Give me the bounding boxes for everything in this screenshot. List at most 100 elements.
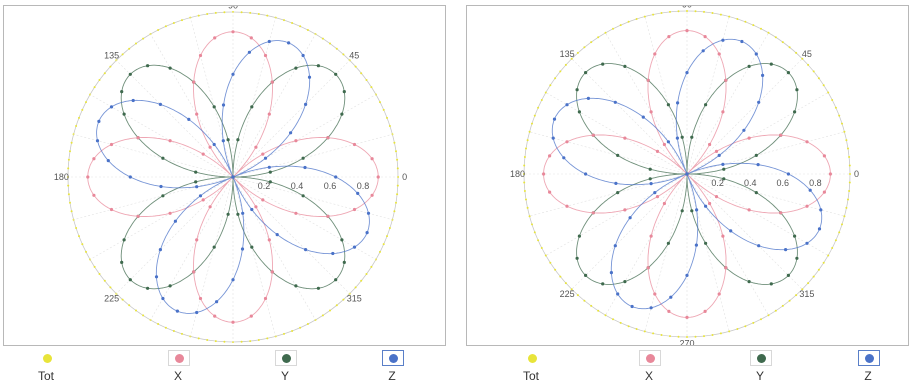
y-data-point bbox=[666, 103, 670, 107]
x-data-point bbox=[195, 238, 199, 242]
z-data-point bbox=[304, 102, 308, 106]
legend-swatch-tot bbox=[36, 350, 58, 366]
tot-point bbox=[627, 325, 630, 328]
tot-point bbox=[838, 114, 841, 117]
legend-left: Tot X Y Z bbox=[0, 347, 450, 389]
tot-point bbox=[526, 206, 529, 209]
z-data-point bbox=[240, 247, 245, 251]
tot-point bbox=[767, 314, 770, 317]
polar-plot-panel-left: 90 45 135 0 180 225 315 270 0.2 0.4 0.6 0.8 Tot X Y… bbox=[0, 0, 450, 389]
tot-point bbox=[807, 282, 810, 285]
y-data-point bbox=[340, 112, 344, 116]
tot-point bbox=[172, 22, 175, 24]
y-data-point bbox=[680, 135, 684, 139]
y-data-point bbox=[648, 167, 652, 171]
tot-point bbox=[523, 190, 526, 192]
tot-point bbox=[590, 41, 593, 44]
tot-point bbox=[760, 318, 762, 321]
series-z bbox=[95, 39, 371, 315]
x-color-dot bbox=[175, 354, 184, 363]
tot-point bbox=[781, 304, 784, 307]
z-data-point bbox=[175, 309, 179, 313]
z-data-point bbox=[695, 208, 699, 212]
z-data-point bbox=[173, 219, 177, 223]
tot-point bbox=[736, 18, 739, 20]
x-data-point bbox=[591, 211, 595, 215]
tot-point bbox=[559, 275, 562, 278]
angular-gridline bbox=[529, 173, 688, 217]
x-data-point bbox=[195, 112, 199, 116]
legend-item-tot[interactable]: Tot bbox=[16, 347, 76, 389]
x-data-point bbox=[352, 142, 357, 147]
y-data-point bbox=[122, 112, 126, 116]
x-data-point bbox=[136, 214, 140, 218]
x-data-point bbox=[655, 149, 660, 153]
tot-point bbox=[523, 164, 526, 167]
legend-item-x[interactable]: X bbox=[619, 347, 679, 389]
z-data-point bbox=[609, 271, 613, 275]
tot-color-dot bbox=[43, 354, 52, 363]
x-data-point bbox=[192, 80, 196, 84]
radial-tick-label: 0.2 bbox=[711, 178, 724, 188]
x-data-point bbox=[86, 175, 90, 179]
legend-item-z[interactable]: Z bbox=[838, 347, 898, 389]
tot-point bbox=[365, 273, 368, 275]
z-data-point bbox=[158, 248, 162, 252]
legend-item-tot[interactable]: Tot bbox=[501, 347, 561, 389]
y-data-point bbox=[340, 238, 344, 242]
tot-point bbox=[67, 193, 70, 196]
angle-label-0: 0 bbox=[402, 172, 407, 182]
y-data-point bbox=[146, 286, 150, 290]
tot-point bbox=[291, 22, 294, 24]
x-data-point bbox=[565, 140, 569, 144]
legend-item-x[interactable]: X bbox=[148, 347, 208, 389]
tot-point bbox=[612, 27, 614, 30]
legend-swatch-z bbox=[858, 350, 880, 366]
tot-point bbox=[335, 47, 338, 50]
legend-item-z[interactable]: Z bbox=[362, 347, 422, 389]
tot-point bbox=[817, 268, 820, 271]
angle-label-135: 135 bbox=[104, 51, 119, 61]
y-data-point bbox=[250, 105, 254, 109]
tot-point bbox=[817, 77, 820, 80]
angle-label-45: 45 bbox=[349, 51, 359, 61]
polar-chart-right[interactable]: 90 45 135 0 180 225 315 270 0.2 0.4 0.6 0.8 bbox=[467, 6, 908, 345]
y-data-point bbox=[769, 62, 773, 66]
z-data-point bbox=[649, 306, 653, 310]
angle-label-135: 135 bbox=[560, 49, 575, 59]
legend-item-y[interactable]: Y bbox=[730, 347, 790, 389]
y-data-point bbox=[616, 191, 620, 195]
x-data-point bbox=[721, 234, 725, 238]
angular-gridline bbox=[232, 176, 316, 321]
legend-label-y: Y bbox=[280, 369, 289, 383]
y-data-point bbox=[120, 260, 124, 264]
radial-tick-label: 0.6 bbox=[324, 181, 337, 191]
y-data-point bbox=[194, 170, 198, 174]
tot-point bbox=[533, 114, 536, 117]
radial-tick-label: 0.8 bbox=[809, 178, 822, 188]
x-data-point bbox=[326, 136, 330, 140]
x-data-point bbox=[270, 80, 274, 84]
x-data-point bbox=[198, 53, 203, 58]
z-color-dot bbox=[865, 354, 874, 363]
y-data-point bbox=[334, 72, 338, 76]
tot-point bbox=[523, 173, 525, 175]
legend-swatch-y bbox=[275, 350, 297, 366]
tot-point bbox=[525, 147, 527, 150]
tot-point bbox=[103, 72, 106, 75]
radial-tick-label: 0.8 bbox=[357, 181, 370, 191]
tot-point bbox=[266, 14, 269, 17]
tot-point bbox=[396, 167, 399, 170]
x-data-point bbox=[708, 142, 712, 147]
tot-point bbox=[583, 46, 586, 49]
tot-point bbox=[121, 53, 124, 56]
z-data-point bbox=[221, 103, 226, 107]
angle-label-270: 270 bbox=[679, 339, 694, 346]
tot-point bbox=[142, 37, 145, 40]
y-color-dot bbox=[282, 354, 291, 363]
x-data-point bbox=[708, 201, 712, 206]
polar-chart-left[interactable]: 90 45 135 0 180 225 315 270 0.2 0.4 0.6 0.8 bbox=[4, 6, 445, 345]
x-data-point bbox=[805, 204, 809, 208]
y-data-point bbox=[577, 110, 581, 114]
legend-item-y[interactable]: Y bbox=[255, 347, 315, 389]
